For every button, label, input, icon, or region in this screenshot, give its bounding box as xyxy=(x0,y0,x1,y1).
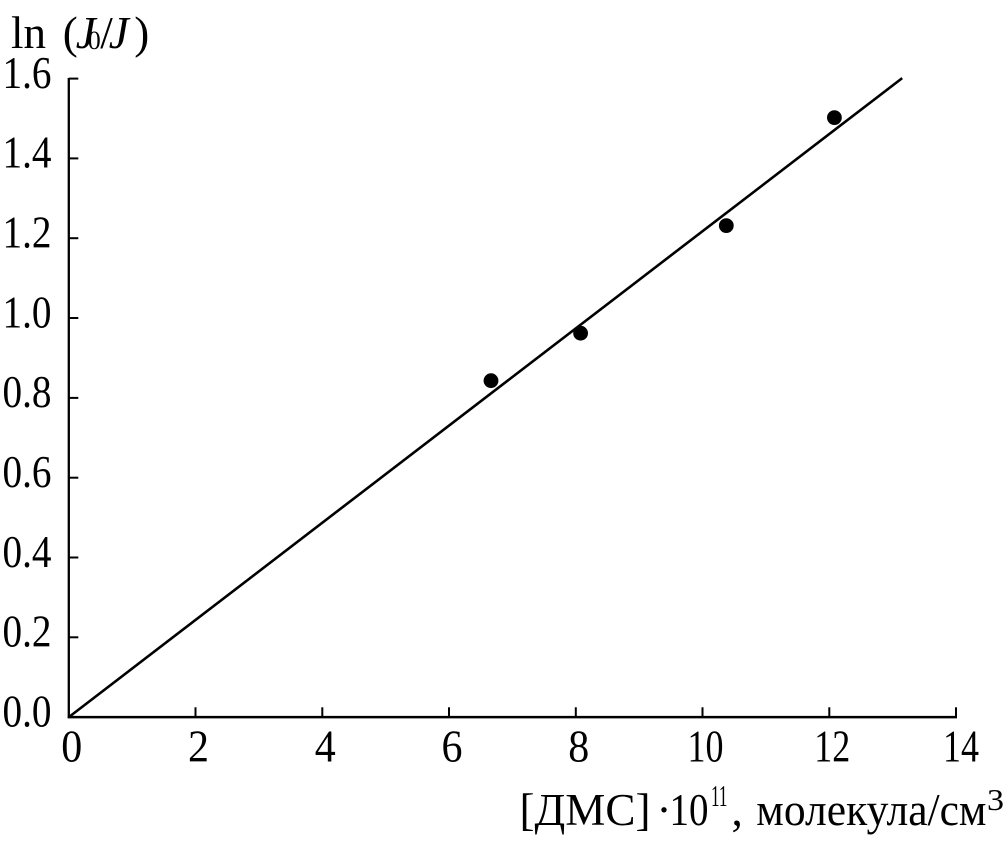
svg-text:0.4: 0.4 xyxy=(3,527,52,577)
svg-text:[ДМС]: [ДМС] xyxy=(520,785,651,835)
svg-text:11: 11 xyxy=(711,778,728,813)
svg-text:0.0: 0.0 xyxy=(3,686,52,736)
svg-text:,: , xyxy=(732,785,743,835)
svg-text:молекула/см: молекула/см xyxy=(756,785,986,835)
svg-text:1.2: 1.2 xyxy=(3,208,52,258)
svg-text:10: 10 xyxy=(670,785,709,835)
svg-text:10: 10 xyxy=(688,722,724,772)
svg-text:8: 8 xyxy=(568,722,589,772)
svg-text:14: 14 xyxy=(943,722,979,772)
svg-text:1.4: 1.4 xyxy=(3,128,52,178)
svg-text:1.0: 1.0 xyxy=(3,287,52,337)
svg-text:3: 3 xyxy=(987,782,1004,817)
svg-text:0.2: 0.2 xyxy=(3,607,52,657)
svg-text:2: 2 xyxy=(188,722,209,772)
svg-text:ln (J0/J): ln (J0/J) xyxy=(11,8,149,58)
svg-text:0.8: 0.8 xyxy=(3,367,52,417)
svg-text:6: 6 xyxy=(442,722,463,772)
svg-text:1.6: 1.6 xyxy=(3,48,52,98)
svg-text:12: 12 xyxy=(814,722,850,772)
svg-text:·: · xyxy=(657,785,672,835)
svg-text:4: 4 xyxy=(315,722,336,772)
svg-text:0.6: 0.6 xyxy=(3,447,52,497)
svg-text:0: 0 xyxy=(61,722,82,772)
